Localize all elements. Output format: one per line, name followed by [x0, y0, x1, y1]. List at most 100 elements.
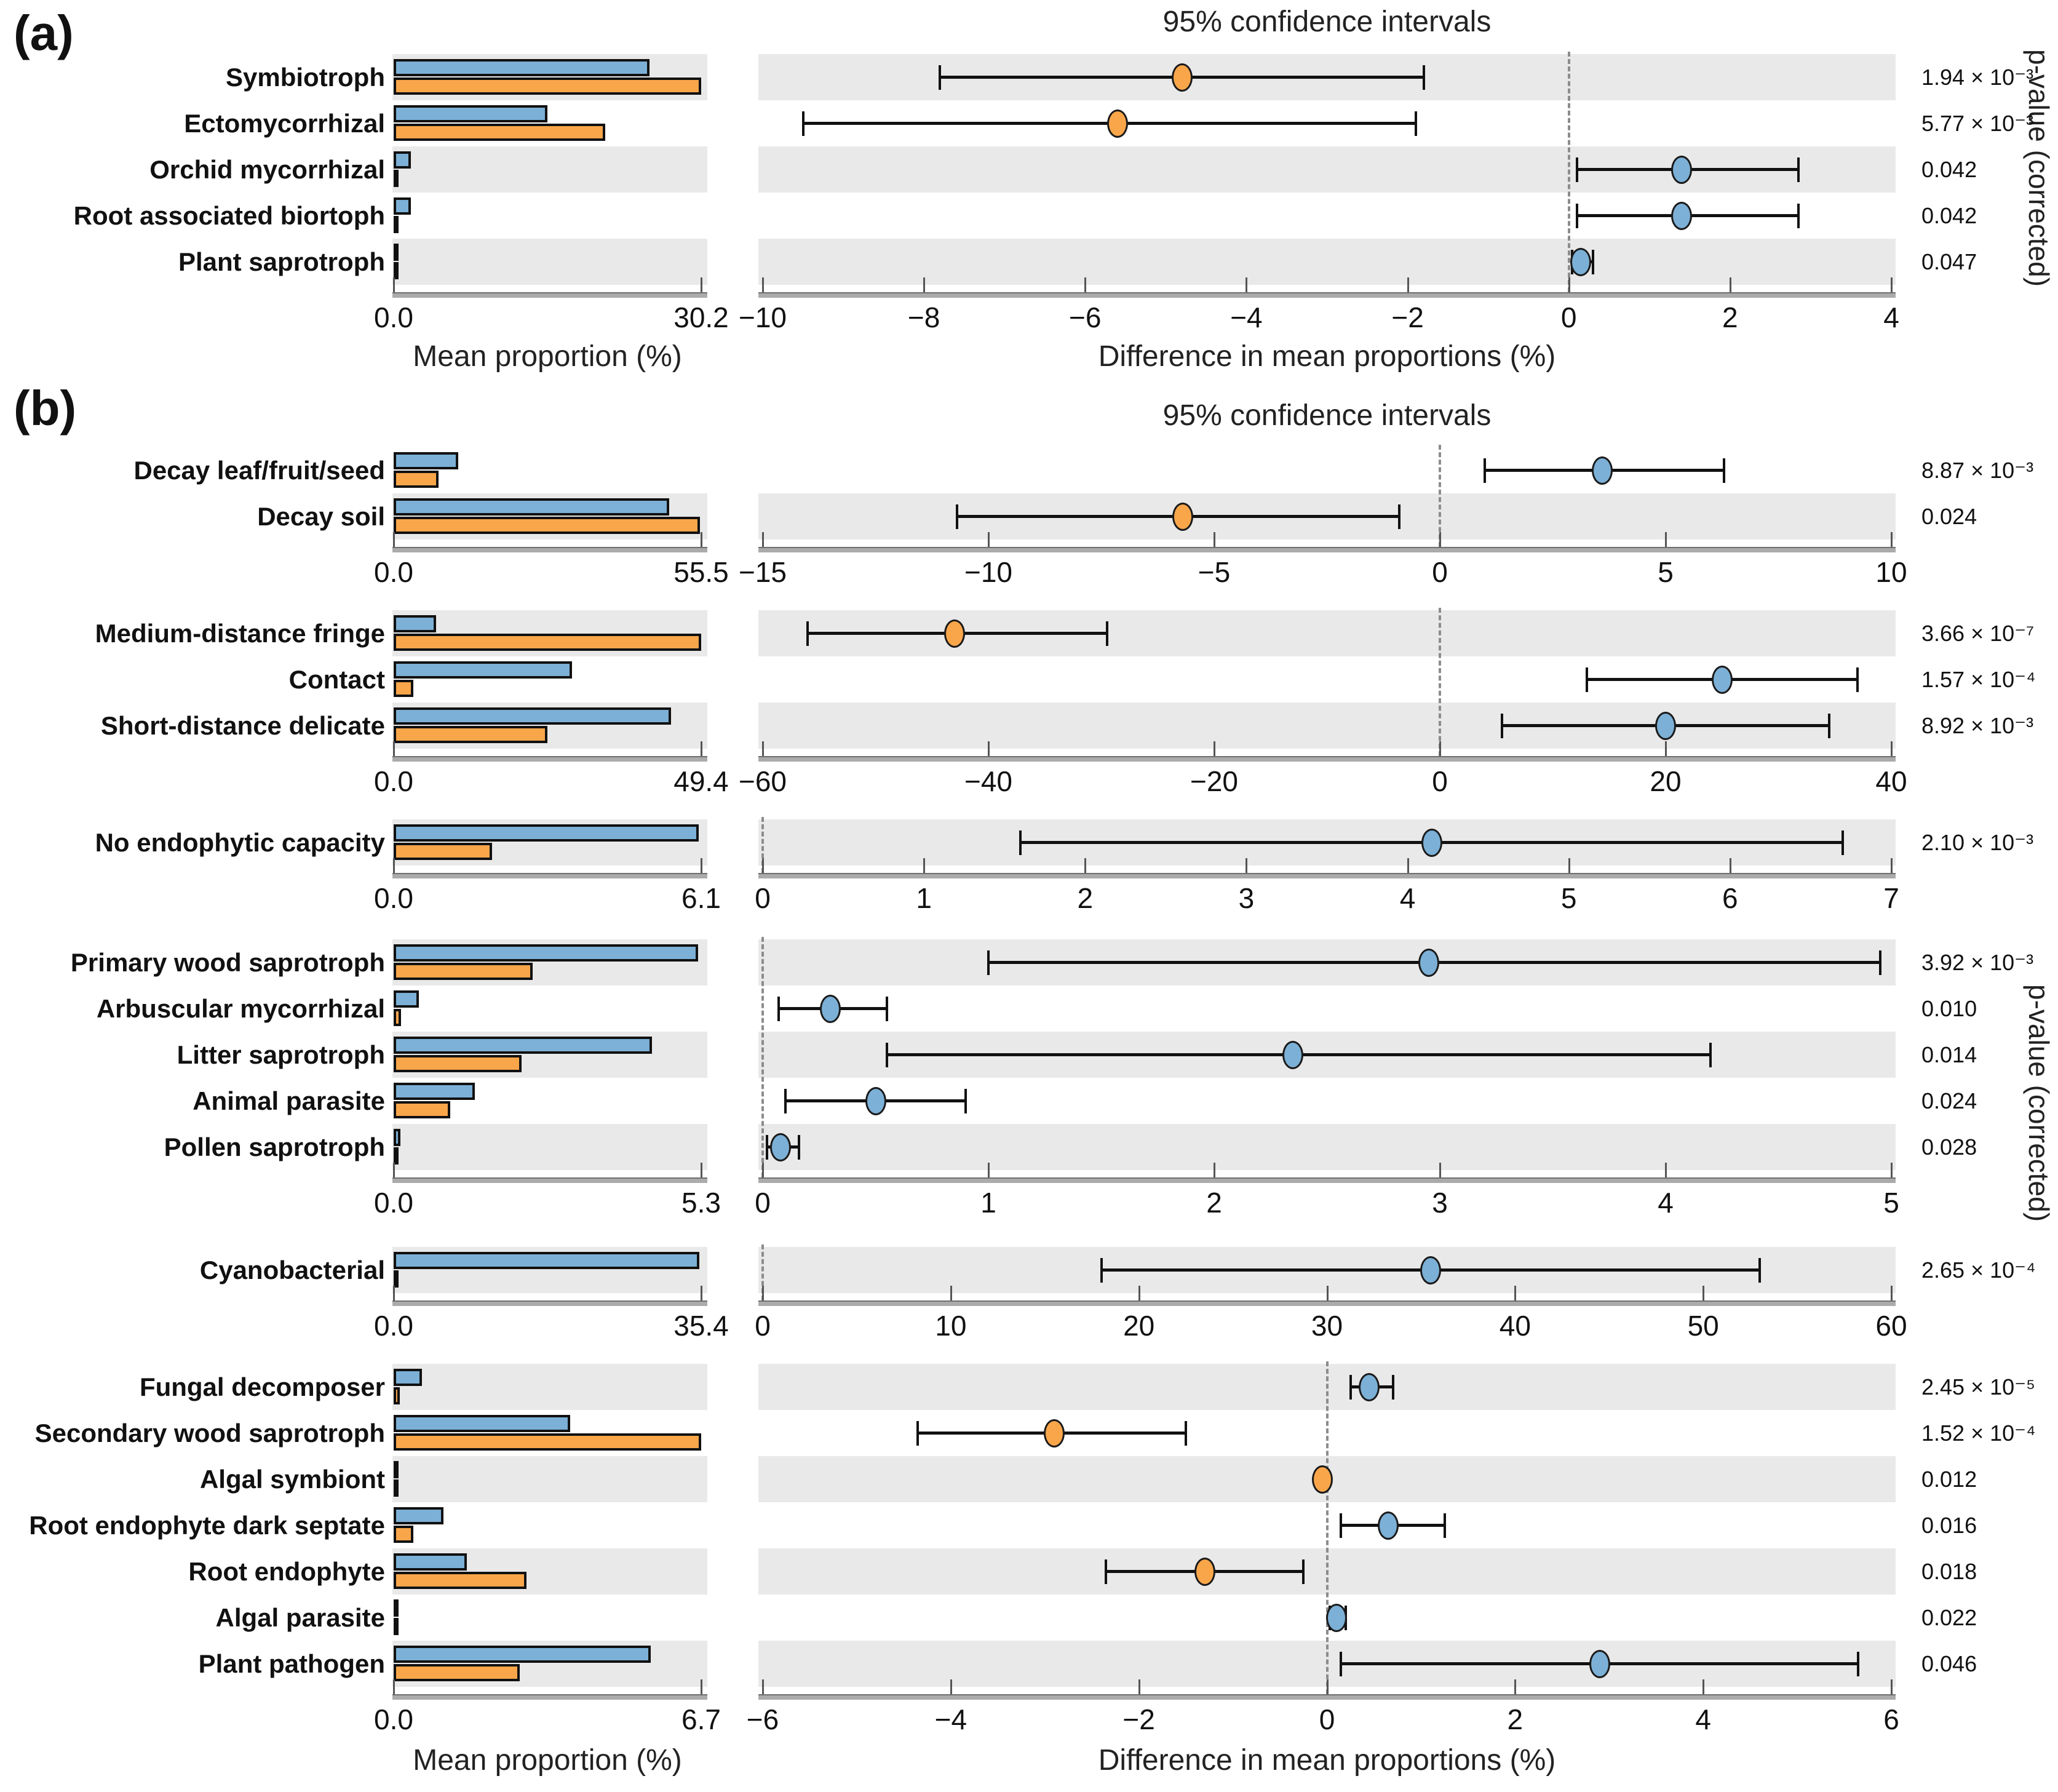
diff-axis-tick	[1214, 1163, 1215, 1177]
diff-axis-tick	[1407, 277, 1409, 292]
ci-cap-high	[1302, 1559, 1305, 1584]
ci-mean-dot	[1044, 1419, 1065, 1448]
diff-axis-tick	[1514, 1679, 1517, 1694]
diff-axis-tick-label: 20	[1650, 765, 1682, 797]
diff-axis-tick	[1138, 1679, 1140, 1694]
ci-cap-high	[964, 1089, 967, 1113]
mean-bar-orange	[394, 1270, 399, 1288]
diff-axis-tick	[923, 858, 926, 873]
mean-axis-tick-label: 55.5	[673, 556, 729, 588]
category-label: Symbiotroph	[226, 63, 385, 92]
ci-cap-high	[1422, 65, 1425, 90]
diff-axis-tick-label: −2	[1391, 301, 1424, 333]
p-value: 5.77 × 10⁻³	[1921, 111, 2034, 136]
category-label: Algal symbiont	[199, 1465, 385, 1494]
pvalue-axis-title-b: p-value (corrected)	[2023, 984, 2055, 1222]
diff-axis-tick-label: 0	[755, 1187, 771, 1219]
diff-axis-tick	[1891, 858, 1893, 873]
mean-axis-tick-label: 0.0	[374, 882, 413, 914]
category-label: Plant pathogen	[198, 1649, 385, 1678]
diff-axis-tick-label: −40	[964, 765, 1013, 797]
zero-reference-line	[1439, 608, 1441, 756]
mean-bar-blue	[394, 1507, 443, 1524]
mean-axis-line	[392, 1694, 707, 1700]
p-value: 0.046	[1921, 1651, 1977, 1676]
diff-axis-tick	[1665, 532, 1667, 547]
ci-cap-low	[777, 997, 780, 1021]
mean-bar-blue	[394, 498, 669, 516]
diff-axis-tick	[1729, 858, 1731, 873]
mean-bar-orange	[394, 471, 439, 488]
diff-axis-tick-label: 0	[755, 1310, 771, 1342]
diff-axis-tick	[1246, 858, 1248, 873]
p-value: 1.52 × 10⁻⁴	[1921, 1420, 2036, 1446]
diff-axis-tick	[1214, 741, 1215, 756]
ci-cap-high	[1391, 1375, 1394, 1400]
p-value: 0.012	[1921, 1467, 1977, 1492]
ci-mean-dot	[1421, 829, 1442, 857]
mean-axis-tick	[393, 532, 395, 547]
mean-bar-blue	[394, 1129, 401, 1146]
ci-cap-low	[1340, 1652, 1343, 1676]
diff-axis-tick-label: −15	[738, 556, 787, 588]
diff-axis-tick-label: 1	[980, 1187, 996, 1219]
mean-bar-blue	[394, 661, 573, 679]
diff-axis-tick-label: 0	[1319, 1703, 1335, 1735]
ci-cap-low	[801, 111, 805, 136]
ci-cap-high	[1723, 458, 1726, 483]
ci-mean-dot	[1194, 1558, 1215, 1586]
diff-axis-tick-label: 2	[1206, 1187, 1222, 1219]
ci-cap-low	[939, 65, 942, 90]
mean-axis-tick	[393, 1286, 395, 1300]
mean-bar-orange	[394, 1526, 414, 1543]
mean-axis-tick-label: 0.0	[374, 556, 413, 588]
diff-axis-tick	[1702, 1286, 1705, 1300]
category-label: No endophytic capacity	[95, 828, 385, 857]
diff-axis-tick-label: 0	[755, 882, 771, 914]
zero-reference-line	[761, 937, 764, 1177]
diff-axis-tick	[1138, 1286, 1140, 1300]
ci-cap-high	[1841, 830, 1845, 855]
diff-axis-tick	[1665, 741, 1667, 756]
diff-axis-tick-label: −6	[1069, 301, 1102, 333]
ci-cap-low	[1100, 1258, 1103, 1283]
ci-cap-low	[1019, 830, 1022, 855]
ci-cap-low	[1575, 157, 1578, 182]
mean-axis-tick-label: 35.4	[673, 1310, 729, 1342]
mean-bar-orange	[394, 1101, 450, 1118]
diff-axis-tick	[1084, 858, 1087, 873]
mean-bar-blue	[394, 1083, 475, 1100]
diff-axis-tick-label: 4	[1883, 301, 1899, 333]
diff-axis-tick	[1439, 741, 1441, 756]
mean-bar-blue	[394, 452, 458, 469]
ci-title-panel-a: 95% confidence intervals	[1162, 6, 1492, 38]
mean-bar-orange	[394, 1572, 527, 1589]
mean-bar-orange	[394, 78, 701, 95]
zero-reference-line	[1325, 1361, 1329, 1694]
p-value: 0.047	[1921, 249, 1977, 274]
ci-cap-low	[766, 1135, 769, 1160]
mean-axis-tick-label: 0.0	[374, 1310, 413, 1342]
row-stripe-diff	[758, 1124, 1896, 1170]
diff-axis-tick	[1439, 532, 1441, 547]
ci-cap-low	[784, 1089, 787, 1113]
p-value: 0.022	[1921, 1605, 1977, 1630]
category-label: Pollen saprotroph	[164, 1133, 385, 1161]
category-label: Primary wood saprotroph	[70, 948, 385, 977]
mean-bar-orange	[394, 680, 414, 697]
p-value: 3.92 × 10⁻³	[1921, 950, 2034, 975]
row-stripe-mean	[392, 146, 707, 193]
diff-axis-tick-label: 40	[1875, 765, 1907, 797]
mean-bar-blue	[394, 1646, 651, 1663]
diff-axis-tick	[950, 1286, 952, 1300]
diff-axis-tick-label: 5	[1560, 882, 1577, 914]
diff-axis-tick-label: 10	[1875, 556, 1907, 588]
mean-bar-blue	[394, 1037, 652, 1054]
diff-axis-tick-label: 20	[1123, 1310, 1155, 1342]
mean-axis-line	[392, 1177, 707, 1183]
p-value: 1.94 × 10⁻³	[1921, 65, 2034, 90]
p-value: 3.66 × 10⁻⁷	[1921, 621, 2035, 646]
ci-cap-high	[1709, 1043, 1712, 1067]
diff-axis-tick	[762, 1679, 764, 1694]
